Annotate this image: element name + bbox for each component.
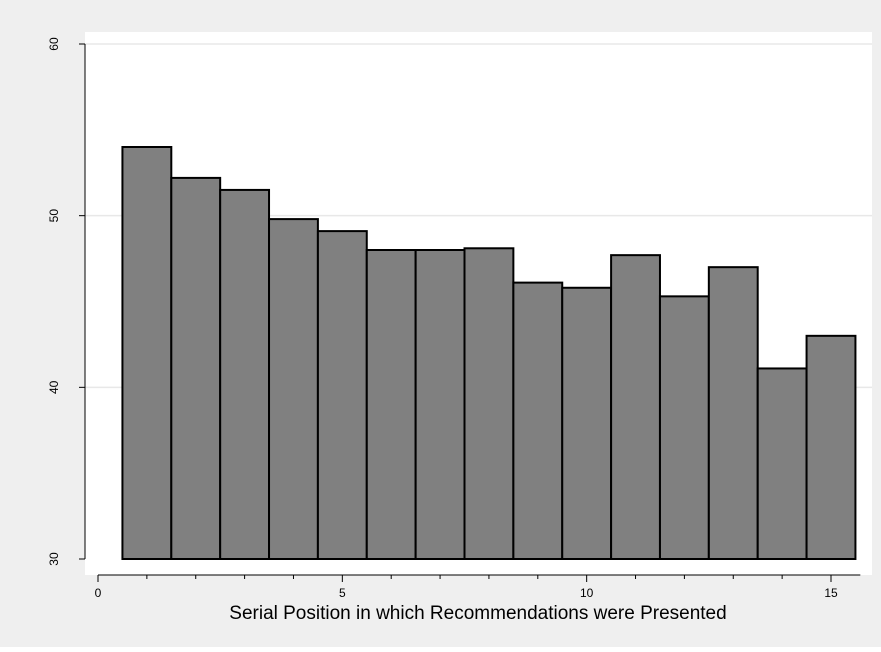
- bar-2: [170, 176, 222, 560]
- bar-5: [316, 230, 368, 560]
- bar-8: [463, 247, 515, 561]
- bar-4: [268, 218, 319, 560]
- y-tick-label-60: 60: [47, 37, 61, 51]
- y-tick-label-30: 30: [47, 552, 61, 566]
- y-tick-label-40: 40: [47, 380, 61, 394]
- bar-10: [561, 286, 613, 560]
- bar-15: [805, 334, 857, 561]
- bar-6: [365, 249, 417, 560]
- bar-3: [219, 188, 271, 561]
- bar-12: [658, 295, 710, 560]
- x-tick-label-15: 15: [824, 586, 838, 600]
- bar-7: [414, 249, 466, 560]
- bar-9: [512, 281, 564, 560]
- y-tick-label-50: 50: [47, 209, 61, 223]
- bar-14: [756, 367, 808, 561]
- bar-13: [707, 266, 759, 560]
- x-tick-label-5: 5: [339, 586, 346, 600]
- bar-1: [121, 146, 173, 560]
- bar-11: [610, 254, 661, 560]
- y-axis-ticks: 30 40 50 60: [47, 37, 85, 566]
- x-tick-label-10: 10: [580, 586, 594, 600]
- x-axis-title: Serial Position in which Recommendations…: [229, 603, 726, 624]
- bars: [121, 146, 857, 561]
- x-tick-label-0: 0: [95, 586, 102, 600]
- x-axis-ticks: 0 5 10 15: [95, 575, 838, 600]
